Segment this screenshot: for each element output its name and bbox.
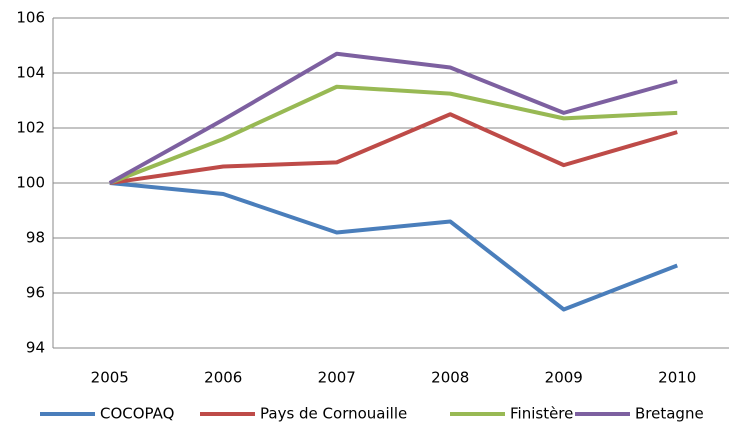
legend-label: Bretagne [635,405,704,423]
legend-label: COCOPAQ [100,405,174,423]
x-tick-label: 2010 [658,369,696,387]
y-tick-label: 94 [26,339,45,357]
x-tick-label: 2008 [431,369,469,387]
series-line [108,51,678,185]
x-tick-label: 2005 [91,369,129,387]
series-line [109,84,678,185]
series-line [109,112,678,185]
y-tick-label: 98 [26,229,45,247]
y-tick-label: 102 [16,119,45,137]
x-tick-label: 2009 [545,369,583,387]
y-tick-label: 106 [16,9,45,27]
legend-label: Pays de Cornouaille [260,405,407,423]
legend-label: Finistère [510,405,573,423]
y-tick-label: 96 [26,284,45,302]
x-tick-label: 2006 [204,369,242,387]
x-tick-label: 2007 [318,369,356,387]
y-tick-label: 100 [16,174,45,192]
y-tick-label: 104 [16,64,45,82]
series-line [109,181,678,312]
